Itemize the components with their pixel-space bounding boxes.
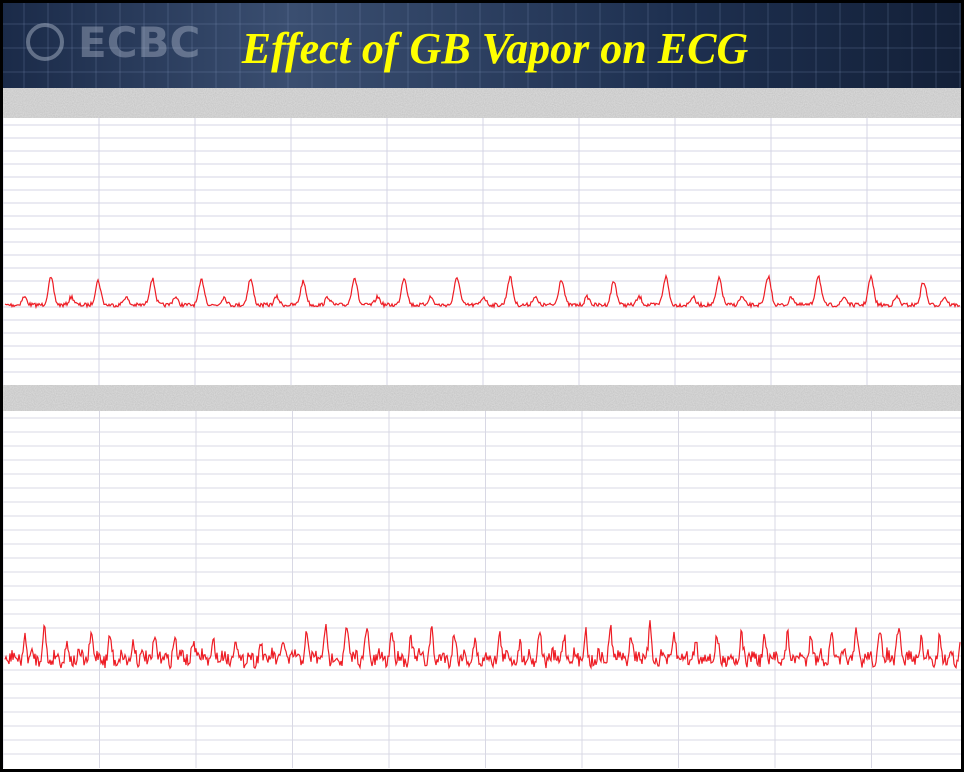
logo-emblem [26,23,64,61]
strip-texture [3,385,961,411]
header-band [0,0,964,88]
logo-text: ECBC [78,18,200,67]
header: ECBC Effect of GB Vapor on ECG [0,0,964,88]
slide-title: Effect of GB Vapor on ECG [241,24,749,73]
ecg-trace-exposed [4,620,961,670]
strip-texture [3,88,961,118]
ecg-trace-control [4,273,961,310]
ecg-grid-top [2,118,961,385]
ecg-grid-bottom [2,411,961,768]
header-grid [0,0,964,88]
